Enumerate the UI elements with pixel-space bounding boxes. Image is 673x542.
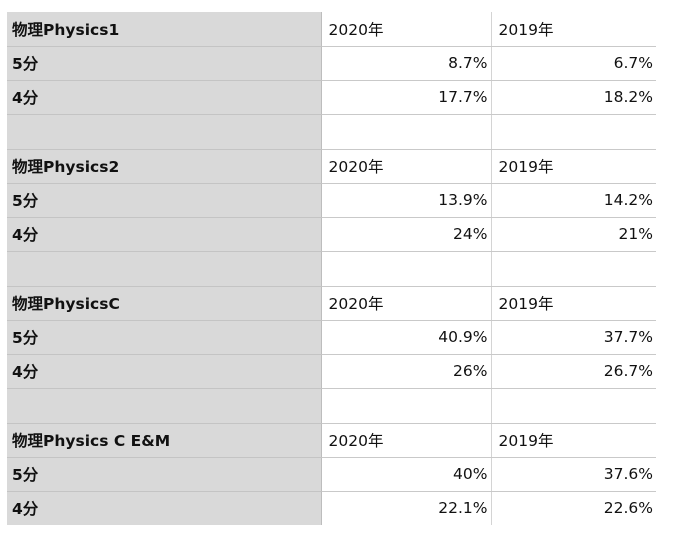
percent-cell[interactable]: 13.9% bbox=[321, 183, 492, 218]
empty-cell[interactable] bbox=[321, 251, 492, 287]
empty-cell[interactable] bbox=[491, 114, 656, 150]
table-row: 4分 24% 21% bbox=[7, 217, 656, 252]
percent-cell[interactable]: 17.7% bbox=[321, 80, 492, 115]
empty-cell[interactable] bbox=[321, 388, 492, 424]
score-label-cell[interactable]: 4分 bbox=[7, 80, 322, 115]
section-header-row: 物理Physics2 2020年 2019年 bbox=[7, 149, 656, 184]
section-title-cell[interactable]: 物理Physics C E&M bbox=[7, 423, 322, 458]
percent-cell[interactable]: 22.1% bbox=[321, 491, 492, 525]
empty-cell[interactable] bbox=[491, 251, 656, 287]
table-row: 4分 17.7% 18.2% bbox=[7, 80, 656, 115]
empty-cell[interactable] bbox=[7, 388, 322, 424]
section-header-row: 物理Physics C E&M 2020年 2019年 bbox=[7, 423, 656, 458]
percent-cell[interactable]: 22.6% bbox=[603, 499, 653, 518]
year-cell[interactable]: 2019年 bbox=[491, 423, 656, 458]
percent-cell[interactable]: 6.7% bbox=[491, 46, 656, 81]
year-cell[interactable]: 2020年 bbox=[321, 12, 492, 47]
section-title-cell[interactable]: 物理Physics1 bbox=[7, 12, 322, 47]
score-label-cell[interactable]: 5分 bbox=[7, 457, 322, 492]
score-label-cell[interactable]: 4分 bbox=[7, 217, 322, 252]
percent-cell[interactable]: 26% bbox=[321, 354, 492, 389]
year-cell[interactable]: 2019年 bbox=[491, 286, 656, 321]
table-row: 5分 40% 37.6% bbox=[7, 457, 656, 492]
empty-cell[interactable] bbox=[321, 114, 492, 150]
percent-cell[interactable]: 8.7% bbox=[321, 46, 492, 81]
year-cell[interactable]: 2019年 bbox=[491, 149, 656, 184]
percent-cell[interactable]: 37.6% bbox=[491, 457, 656, 492]
blank-row bbox=[7, 114, 656, 150]
percent-cell[interactable]: 18.2% bbox=[491, 80, 656, 115]
percent-cell[interactable]: 24% bbox=[321, 217, 492, 252]
table-row: 5分 40.9% 37.7% bbox=[7, 320, 656, 355]
percent-cell[interactable]: 26.7% bbox=[491, 354, 656, 389]
percent-cell[interactable]: 37.7% bbox=[491, 320, 656, 355]
score-label-cell[interactable]: 4分 bbox=[7, 491, 322, 525]
empty-cell[interactable] bbox=[7, 251, 322, 287]
percent-cell[interactable]: 14.2% bbox=[491, 183, 656, 218]
score-label-cell[interactable]: 5分 bbox=[7, 46, 322, 81]
score-label-cell[interactable]: 4分 bbox=[7, 354, 322, 389]
year-cell[interactable]: 2019年 bbox=[491, 12, 656, 47]
year-cell[interactable]: 2020年 bbox=[321, 149, 492, 184]
percent-cell[interactable]: 40% bbox=[321, 457, 492, 492]
score-table: 物理Physics1 2020年 2019年 5分 8.7% 6.7% 4分 1… bbox=[7, 12, 656, 525]
section-header-row: 物理Physics1 2020年 2019年 bbox=[7, 12, 656, 47]
table-row: 5分 13.9% 14.2% bbox=[7, 183, 656, 218]
section-header-row: 物理PhysicsC 2020年 2019年 bbox=[7, 286, 656, 321]
year-cell[interactable]: 2020年 bbox=[321, 423, 492, 458]
blank-row bbox=[7, 251, 656, 287]
table-row: 4分 22.1% 22.6% bbox=[7, 491, 656, 525]
score-label-cell[interactable]: 5分 bbox=[7, 320, 322, 355]
percent-cell[interactable]: 40.9% bbox=[321, 320, 492, 355]
table-row: 5分 8.7% 6.7% bbox=[7, 46, 656, 81]
score-label-cell[interactable]: 5分 bbox=[7, 183, 322, 218]
empty-cell[interactable] bbox=[7, 114, 322, 150]
year-cell[interactable]: 2020年 bbox=[321, 286, 492, 321]
section-title-cell[interactable]: 物理Physics2 bbox=[7, 149, 322, 184]
table-row: 4分 26% 26.7% bbox=[7, 354, 656, 389]
section-title-cell[interactable]: 物理PhysicsC bbox=[7, 286, 322, 321]
empty-cell[interactable] bbox=[491, 388, 656, 424]
blank-row bbox=[7, 388, 656, 424]
percent-cell[interactable]: 21% bbox=[491, 217, 656, 252]
spreadsheet: 物理Physics1 2020年 2019年 5分 8.7% 6.7% 4分 1… bbox=[7, 12, 656, 525]
